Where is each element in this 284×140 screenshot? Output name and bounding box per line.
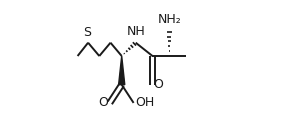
Text: O: O: [98, 96, 108, 109]
Text: O: O: [153, 79, 163, 91]
Text: S: S: [83, 26, 91, 39]
Polygon shape: [119, 56, 125, 85]
Text: OH: OH: [135, 96, 154, 109]
Text: NH: NH: [126, 25, 145, 38]
Text: NH₂: NH₂: [157, 13, 181, 26]
